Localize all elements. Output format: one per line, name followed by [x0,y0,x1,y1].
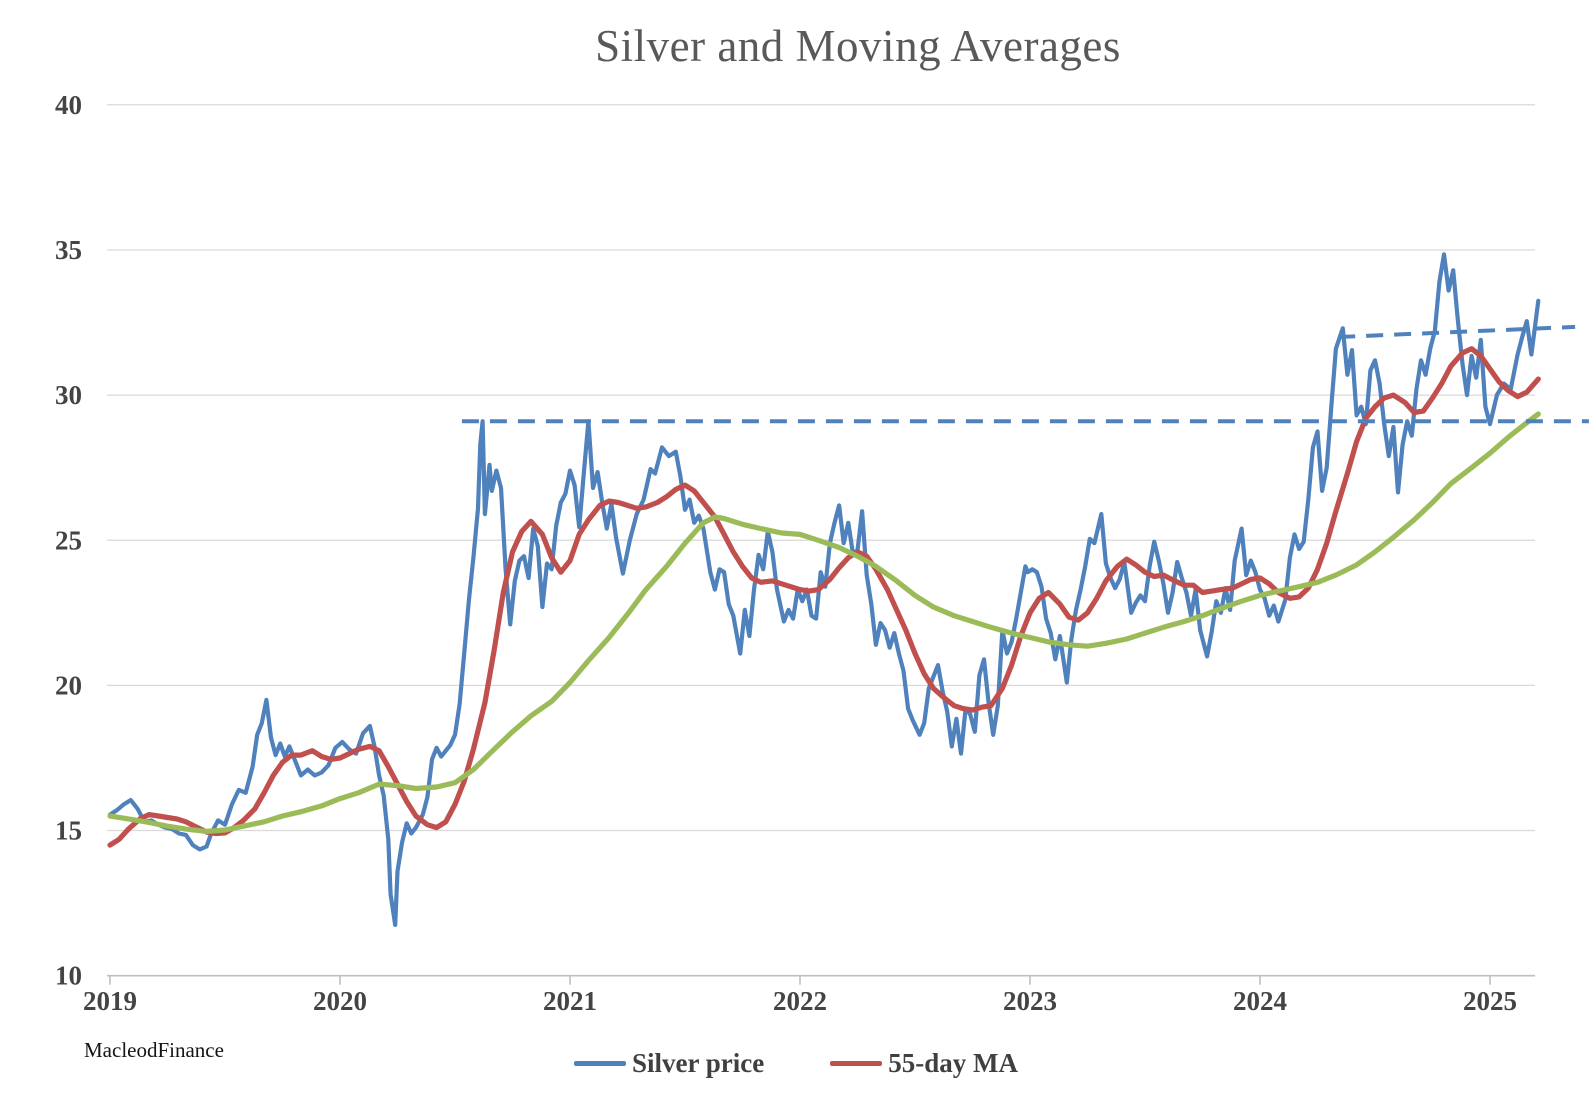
x-axis-tick-label: 2023 [1003,986,1057,1016]
silver-price-line [107,252,1541,928]
y-axis-tick-label: 40 [55,90,82,120]
y-axis-tick-label: 15 [55,816,82,846]
chart-title: Silver and Moving Averages [595,21,1121,71]
silver-price-line-swatch [574,1061,627,1066]
x-axis-tick-label: 2021 [543,986,597,1016]
x-axis-tick-label: 2022 [773,986,827,1016]
legend-label-55-day-ma: 55-day MA [888,1048,1018,1078]
green-ma-line [107,411,1541,835]
x-axis-tick-label: 2024 [1233,986,1287,1016]
y-axis-tick-label: 35 [55,235,82,265]
legend-item-55-day-ma: 55-day MA [830,1048,1018,1079]
y-axis-tick-label: 25 [55,525,82,555]
y-axis-tick-label: 20 [55,670,82,700]
legend-item-silver-price: Silver price [574,1048,764,1079]
legend-label-silver-price: Silver price [632,1048,765,1078]
ma-55-line [107,346,1541,848]
x-axis-tick-label: 2020 [313,986,367,1016]
y-axis-tick-label: 30 [55,380,82,410]
ma-55-line-swatch [830,1061,883,1066]
legend: Silver price 55-day MA [0,1048,1592,1079]
resistance-upper-dashed-line [1338,324,1576,340]
y-axis-tick-label: 10 [55,961,82,991]
x-axis-tick-label: 2019 [83,986,137,1016]
watermark: MacleodFinance [84,1038,224,1062]
x-axis-tick-label: 2025 [1463,986,1517,1016]
